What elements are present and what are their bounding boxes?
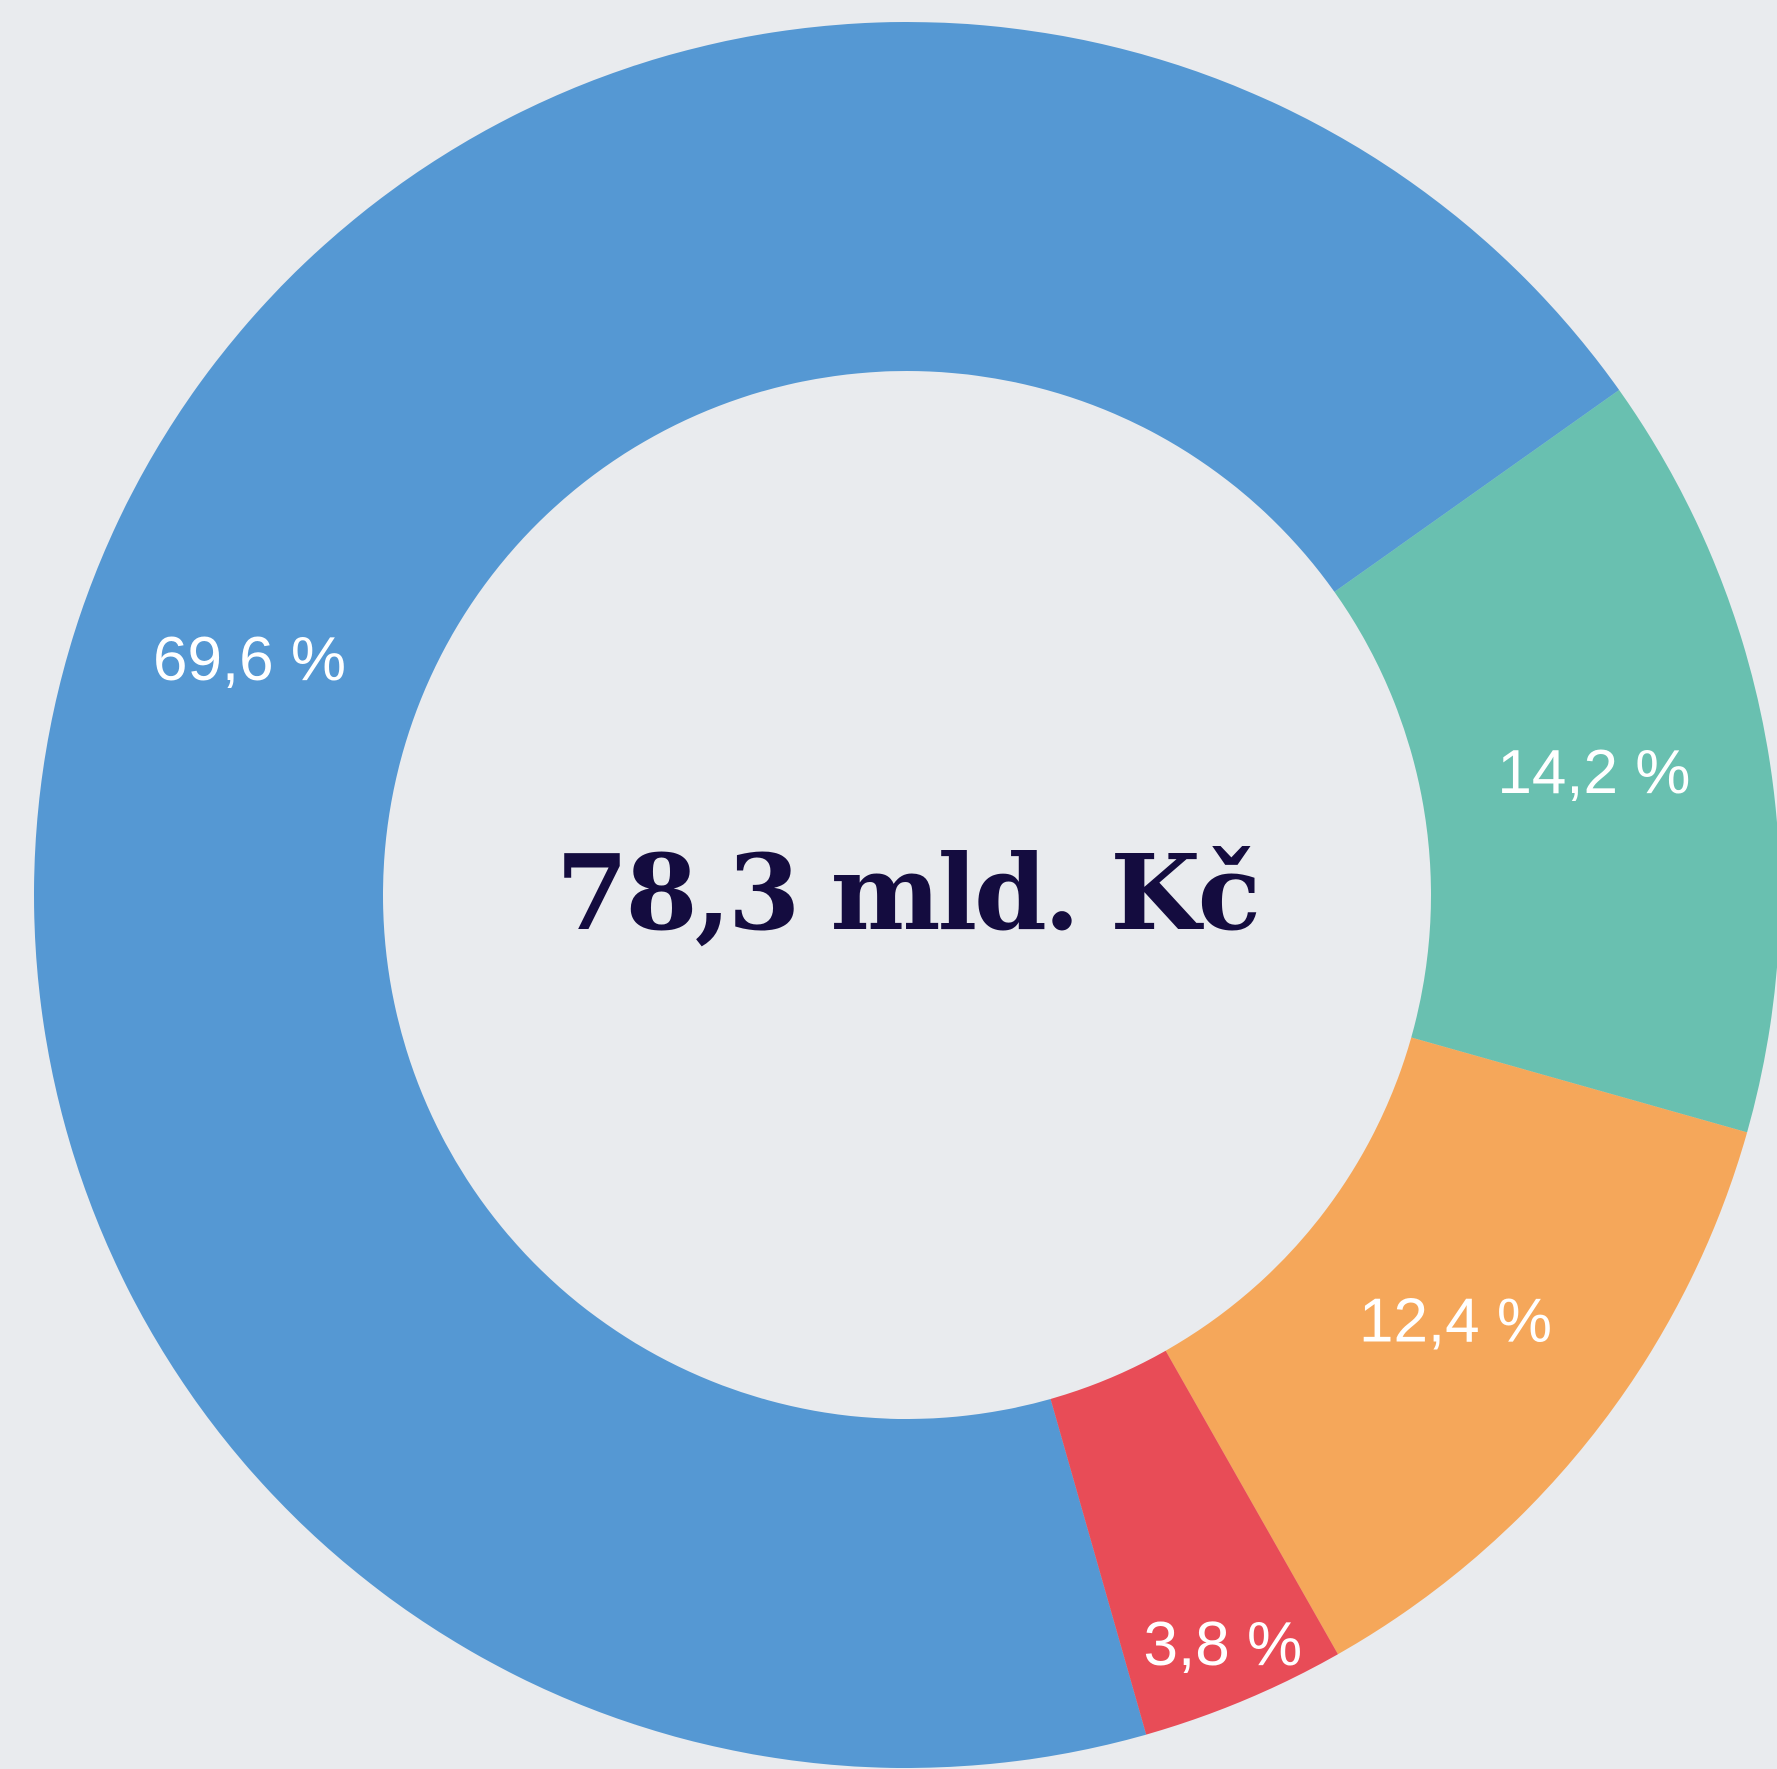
center-total: 78,3 mld. Kč (556, 831, 1258, 954)
slice-label: 14,2 % (1497, 738, 1690, 807)
donut-slice (34, 22, 1620, 1769)
slice-label: 69,6 % (153, 625, 346, 694)
slice-label: 3,8 % (1144, 1610, 1303, 1679)
donut-slice (1334, 390, 1777, 1133)
slice-label: 12,4 % (1359, 1286, 1552, 1355)
donut-slice (1165, 1037, 1748, 1655)
slices: 69,6 % 14,2 % 12,4 % 3,8 % (34, 22, 1777, 1769)
donut-slice (1050, 1350, 1338, 1735)
